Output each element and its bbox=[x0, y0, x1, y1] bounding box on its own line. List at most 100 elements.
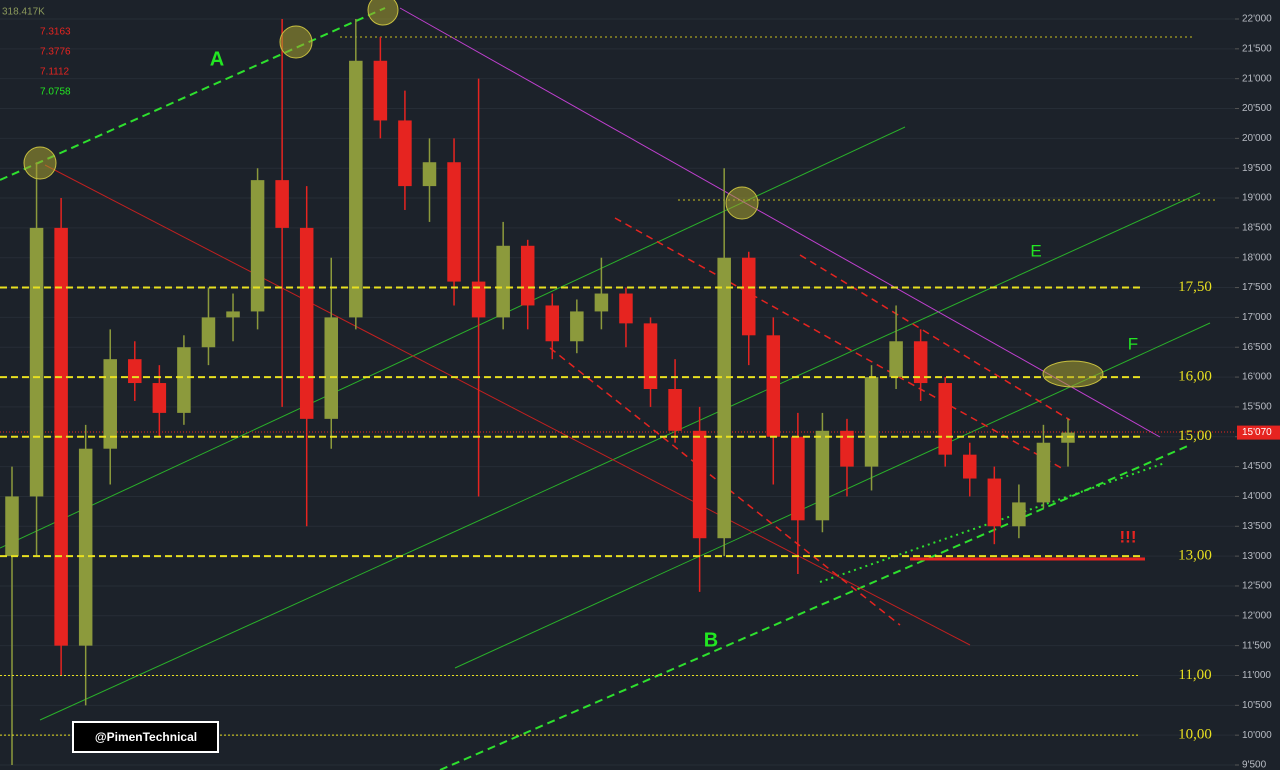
last-price-tag bbox=[1237, 425, 1280, 440]
candles bbox=[5, 19, 1075, 765]
y-tick-label: 16'500 bbox=[1242, 342, 1272, 353]
y-tick-label: 11'000 bbox=[1242, 670, 1271, 681]
candle-body bbox=[766, 335, 781, 437]
indicator-value: 7.0758 bbox=[40, 87, 71, 98]
candle-body bbox=[889, 341, 903, 378]
trend-line bbox=[0, 7, 386, 181]
candle-body bbox=[226, 311, 240, 318]
watermark: @PimenTechnical bbox=[95, 730, 197, 744]
candle-body bbox=[422, 162, 437, 187]
grid bbox=[0, 18, 1235, 766]
y-tick-label: 10'000 bbox=[1242, 730, 1272, 741]
y-tick-label: 19'000 bbox=[1242, 193, 1272, 204]
candle-body bbox=[668, 389, 682, 431]
indicator-value: 7.3163 bbox=[40, 27, 71, 38]
annotation: A bbox=[210, 48, 224, 70]
indicator-legend: 318.417K 7.3163 7.3776 7.1112 7.0758 bbox=[2, 7, 71, 98]
annotation: B bbox=[704, 629, 718, 651]
y-tick-label: 17'500 bbox=[1242, 282, 1272, 293]
y-tick-label: 13'500 bbox=[1242, 521, 1272, 532]
candle-body bbox=[177, 347, 191, 413]
y-tick-label: 22'000 bbox=[1242, 14, 1272, 25]
trend-line bbox=[549, 347, 901, 626]
annotation: !!! bbox=[1120, 527, 1137, 546]
candle-body bbox=[840, 430, 854, 467]
candle-body bbox=[717, 257, 731, 539]
trend-line bbox=[799, 254, 1071, 421]
trend-line bbox=[399, 7, 1161, 438]
highlight bbox=[23, 146, 57, 180]
level-label: 15,00 bbox=[1178, 428, 1212, 444]
candle-body bbox=[963, 454, 977, 479]
annotation: F bbox=[1128, 334, 1138, 353]
candle-body bbox=[201, 317, 216, 348]
candle-body bbox=[78, 448, 93, 646]
level-label: 11,00 bbox=[1178, 667, 1211, 683]
candle-body bbox=[545, 305, 560, 342]
highlights bbox=[23, 0, 1104, 388]
candle-body bbox=[128, 359, 142, 384]
highlight bbox=[279, 25, 313, 59]
candle-body bbox=[741, 257, 756, 336]
candle-body bbox=[29, 227, 44, 497]
candle-body bbox=[815, 430, 830, 521]
y-tick-label: 20'500 bbox=[1242, 103, 1272, 114]
candle-body bbox=[1012, 502, 1026, 527]
levels: 17,50 16,00 15,00 13,00 11,00 10,00 bbox=[0, 279, 1212, 743]
candle-body bbox=[594, 293, 609, 312]
watermark-box bbox=[72, 721, 219, 753]
candle-body bbox=[938, 383, 952, 455]
trend-line bbox=[44, 164, 971, 646]
highlight bbox=[725, 186, 759, 220]
candle-body bbox=[447, 162, 461, 282]
highlight bbox=[1042, 360, 1104, 388]
candle-body bbox=[324, 317, 339, 419]
trend-lines bbox=[0, 7, 1235, 770]
level-label: 16,00 bbox=[1178, 369, 1212, 385]
candle-body bbox=[373, 60, 388, 121]
trend-line bbox=[39, 192, 1201, 721]
y-tick-label: 19'500 bbox=[1242, 163, 1272, 174]
candle-body bbox=[520, 245, 535, 306]
candle-body bbox=[152, 383, 167, 413]
y-tick-label: 16'000 bbox=[1242, 372, 1272, 383]
candle-body bbox=[913, 341, 928, 384]
candle-body bbox=[864, 377, 879, 467]
candle-body bbox=[5, 496, 19, 557]
candle-body bbox=[275, 180, 289, 228]
indicator-value: 7.3776 bbox=[40, 47, 71, 58]
candle-body bbox=[496, 245, 510, 318]
y-tick-label: 12'000 bbox=[1242, 610, 1272, 621]
candle-body bbox=[987, 478, 1002, 527]
y-tick-label: 12'500 bbox=[1242, 581, 1272, 592]
indicator-value: 7.1112 bbox=[40, 67, 70, 78]
annotation: E bbox=[1030, 241, 1041, 260]
candle-body bbox=[250, 180, 265, 312]
candle-body bbox=[570, 311, 584, 342]
y-tick-label: 21'500 bbox=[1242, 43, 1272, 54]
candle-body bbox=[791, 436, 805, 521]
candle-body bbox=[398, 120, 412, 187]
candle-body bbox=[619, 293, 633, 324]
highlight bbox=[367, 0, 399, 26]
candle-body bbox=[643, 323, 658, 390]
y-tick-label: 10'500 bbox=[1242, 700, 1272, 711]
y-tick-label: 20'000 bbox=[1242, 133, 1272, 144]
trend-line bbox=[819, 462, 1166, 583]
y-tick-label: 15'500 bbox=[1242, 402, 1272, 413]
trend-line bbox=[614, 217, 1066, 471]
price-axis: 9'500 10'000 10'500 11'000 11'500 12'000 12'50… bbox=[1235, 14, 1280, 770]
y-tick-label: 14'000 bbox=[1242, 491, 1272, 502]
level-label: 13,00 bbox=[1178, 548, 1212, 564]
level-label: 10,00 bbox=[1178, 727, 1212, 743]
candle-body bbox=[103, 359, 117, 449]
y-tick-label: 18'000 bbox=[1242, 252, 1272, 263]
y-tick-label: 13'000 bbox=[1242, 551, 1272, 562]
y-tick-label: 11'500 bbox=[1242, 640, 1271, 651]
candle-body bbox=[349, 60, 363, 318]
level-label: 17,50 bbox=[1178, 279, 1212, 295]
candle-body bbox=[692, 430, 707, 539]
last-price-label: 15'070 bbox=[1242, 427, 1272, 438]
y-tick-label: 17'000 bbox=[1242, 312, 1272, 323]
